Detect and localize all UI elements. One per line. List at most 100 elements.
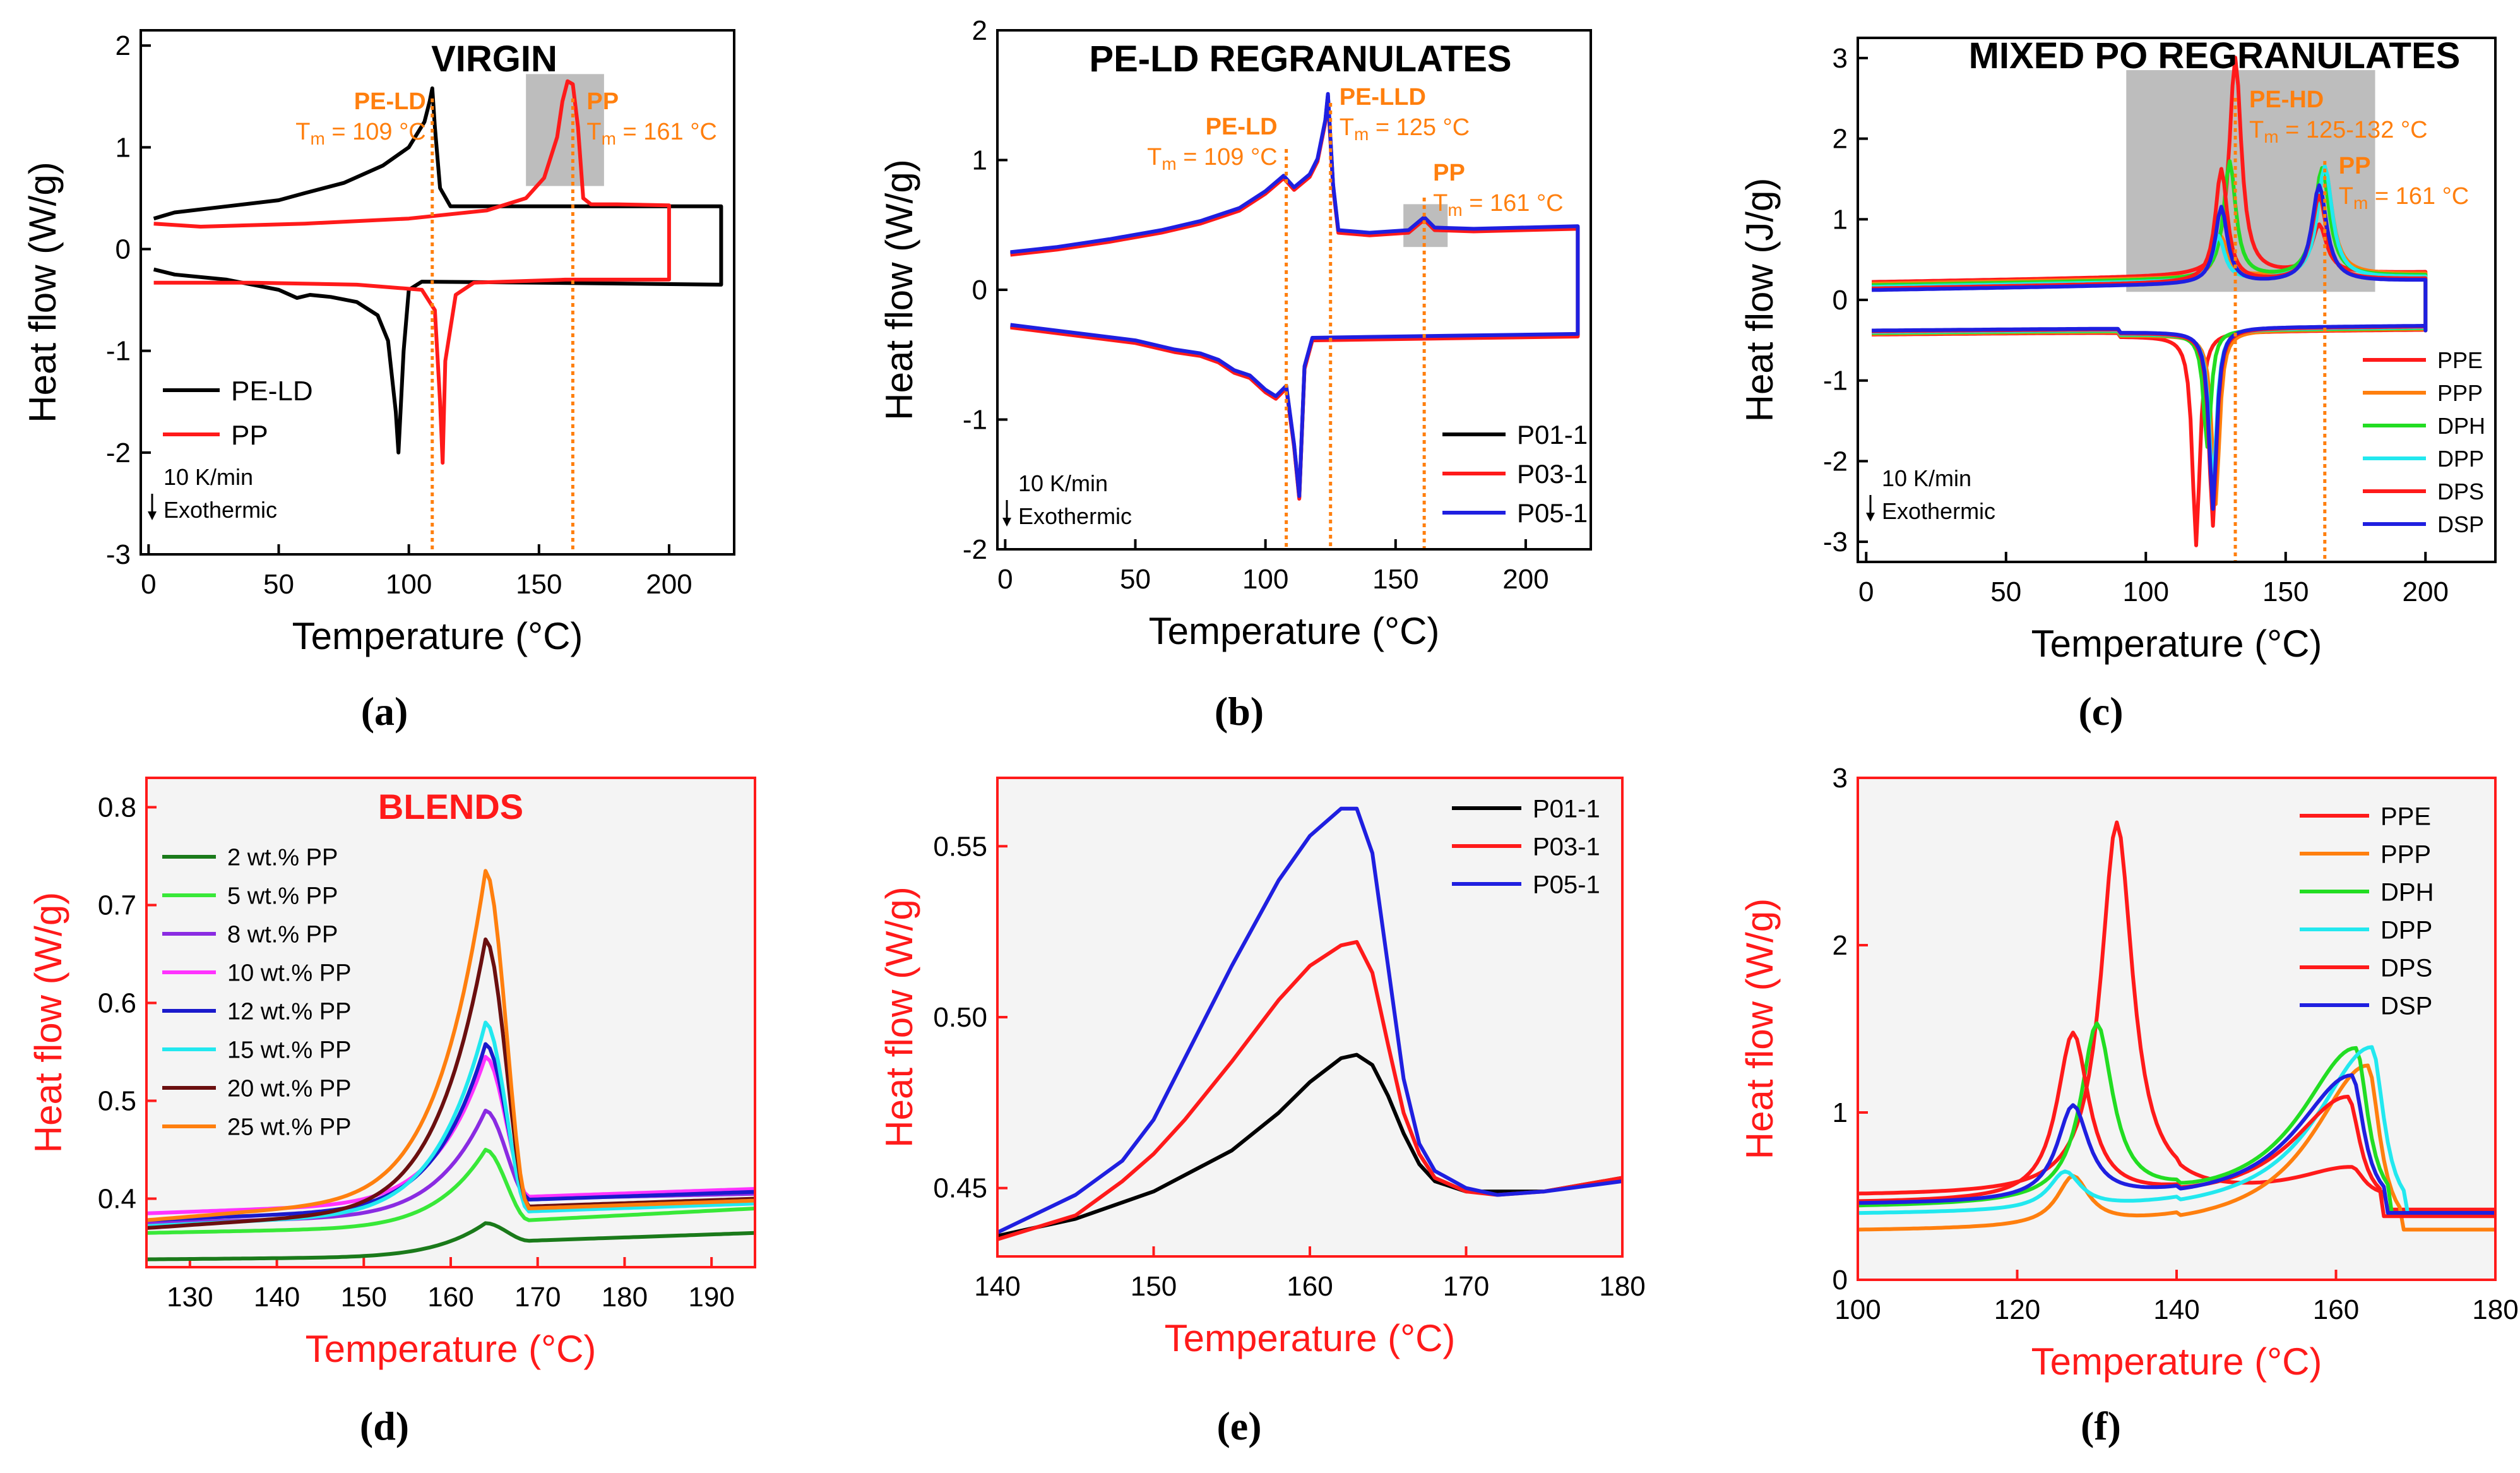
legend-entry: DPH — [2380, 878, 2434, 906]
y-tick-label: 0.50 — [933, 1002, 987, 1033]
y-tick-label: -3 — [1823, 527, 1848, 558]
legend-entry: 15 wt.% PP — [227, 1037, 351, 1064]
plot-frame — [996, 29, 1592, 551]
x-tick-label: 120 — [1994, 1294, 2040, 1325]
y-tick-label: 0.6 — [98, 988, 136, 1019]
x-tick-label: 180 — [602, 1282, 648, 1313]
y-tick-label: 0.4 — [98, 1184, 136, 1215]
annotation-label: PE-LD — [1206, 114, 1278, 140]
y-tick-label: 0.55 — [933, 831, 987, 862]
x-tick-label: 100 — [1242, 564, 1288, 595]
y-tick-label: 0.45 — [933, 1173, 987, 1204]
x-tick-label: 140 — [974, 1271, 1020, 1302]
legend-entry: DSP — [2380, 992, 2432, 1020]
annotation-label: PP — [2339, 153, 2371, 179]
y-axis-label: Heat flow (W/g) — [1738, 898, 1781, 1159]
x-tick-label: 150 — [516, 569, 562, 600]
x-tick-label: 170 — [1443, 1271, 1489, 1302]
exothermic-arrowhead — [1002, 518, 1011, 527]
legend-entry: 5 wt.% PP — [227, 883, 338, 910]
chart-title: PE-LD REGRANULATES — [1089, 39, 1511, 80]
x-tick-label: 100 — [1834, 1294, 1881, 1325]
legend-entry: DPP — [2437, 446, 2484, 472]
series-dsp — [1857, 1073, 2495, 1215]
annotation-label: PP — [1433, 160, 1465, 186]
y-tick-label: 1 — [972, 145, 987, 176]
legend-entry: PPP — [2380, 840, 2431, 868]
x-tick-label: 160 — [427, 1282, 473, 1313]
y-axis-label: Heat flow (J/g) — [1738, 178, 1781, 422]
y-tick-label: 0 — [972, 275, 987, 306]
y-tick-label: 0.8 — [98, 792, 136, 823]
series-p05-1 — [1010, 92, 1580, 498]
legend-entry: DPP — [2380, 916, 2432, 944]
x-axis-label: Temperature (°C) — [2031, 1340, 2322, 1383]
legend-entry: 20 wt.% PP — [227, 1076, 351, 1102]
legend-entry: P05-1 — [1517, 498, 1588, 528]
panel-caption: (c) — [2078, 689, 2123, 734]
plot-frame — [140, 29, 735, 556]
y-tick-label: -2 — [1823, 446, 1848, 477]
legend-entry: DSP — [2437, 511, 2484, 537]
x-tick-label: 150 — [341, 1282, 387, 1313]
y-tick-label: 3 — [1833, 43, 1848, 74]
x-tick-label: 100 — [386, 569, 432, 600]
y-axis-label: Heat flow (W/g) — [27, 892, 69, 1153]
y-axis-label: Heat flow (W/g) — [21, 162, 64, 422]
series-25-wt-pp — [146, 869, 756, 1222]
panel-caption: (d) — [360, 1404, 409, 1448]
legend-entry: P03-1 — [1533, 833, 1600, 861]
series-2-wt-pp — [146, 1221, 756, 1261]
legend-entry: PPE — [2380, 802, 2431, 830]
x-axis-label: Temperature (°C) — [1165, 1317, 1456, 1359]
x-tick-label: 170 — [514, 1282, 561, 1313]
x-tick-label: 180 — [2472, 1294, 2518, 1325]
x-axis-label: Temperature (°C) — [1149, 610, 1440, 652]
x-tick-label: 0 — [997, 564, 1013, 595]
legend-entry: 10 wt.% PP — [227, 960, 351, 987]
chart-d: 130 140 150 160 170 180 190 0.4 0.5 0.6 0.7 0.8 Temp… — [27, 777, 756, 1370]
panel-caption: (e) — [1216, 1404, 1261, 1448]
x-axis-label: Temperature (°C) — [306, 1328, 597, 1370]
annotation-label: PE-LD — [354, 88, 426, 115]
legend-entry: P03-1 — [1517, 459, 1588, 489]
x-tick-label: 150 — [1131, 1271, 1177, 1302]
y-tick-label: 0.5 — [98, 1086, 136, 1117]
y-tick-label: 2 — [116, 30, 131, 61]
y-tick-label: 0 — [1833, 1265, 1848, 1296]
y-tick-label: -2 — [106, 438, 131, 468]
panel-caption: (f) — [2081, 1404, 2121, 1448]
series-pe-ld — [153, 86, 723, 455]
y-tick-label: -1 — [106, 336, 131, 367]
y-tick-label: 2 — [1833, 930, 1848, 961]
series-pp — [153, 79, 671, 465]
y-tick-label: 0 — [116, 234, 131, 265]
exothermic-arrowhead — [148, 511, 157, 520]
legend-entry: DPH — [2437, 413, 2485, 439]
x-tick-label: 140 — [2153, 1294, 2199, 1325]
x-tick-label: 160 — [1287, 1271, 1333, 1302]
x-axis-label: Temperature (°C) — [292, 615, 583, 657]
x-tick-label: 140 — [254, 1282, 300, 1313]
y-tick-label: 0 — [1833, 285, 1848, 316]
series-p03-1 — [997, 939, 1623, 1241]
x-tick-label: 200 — [1502, 564, 1548, 595]
chart-f: 100 120 140 160 180 0 1 2 3 Temperature (°C) Heat … — [1738, 763, 2519, 1383]
x-tick-label: 50 — [1990, 576, 2021, 607]
y-tick-label: 2 — [1833, 124, 1848, 155]
exothermic-note: Exothermic — [1882, 498, 1995, 524]
series-20-wt-pp — [146, 937, 756, 1230]
panel-caption: (b) — [1215, 689, 1264, 734]
x-tick-label: 50 — [263, 569, 294, 600]
plot-frame — [1857, 37, 2497, 563]
annotation-label: PE-LLD — [1340, 84, 1426, 110]
chart-b: 0 50 100 150 200 -2 -1 0 1 2 Temperature (°C) Heat … — [878, 15, 1592, 652]
legend-entry: P01-1 — [1517, 420, 1588, 450]
annotation-value: Tm = 161 °C — [1433, 190, 1563, 220]
y-tick-label: -1 — [963, 405, 987, 436]
x-tick-label: 190 — [688, 1282, 734, 1313]
annotation-value: Tm = 109 °C — [1147, 144, 1277, 174]
chart-title: VIRGIN — [431, 39, 557, 80]
legend-entry: PPE — [2437, 347, 2483, 373]
